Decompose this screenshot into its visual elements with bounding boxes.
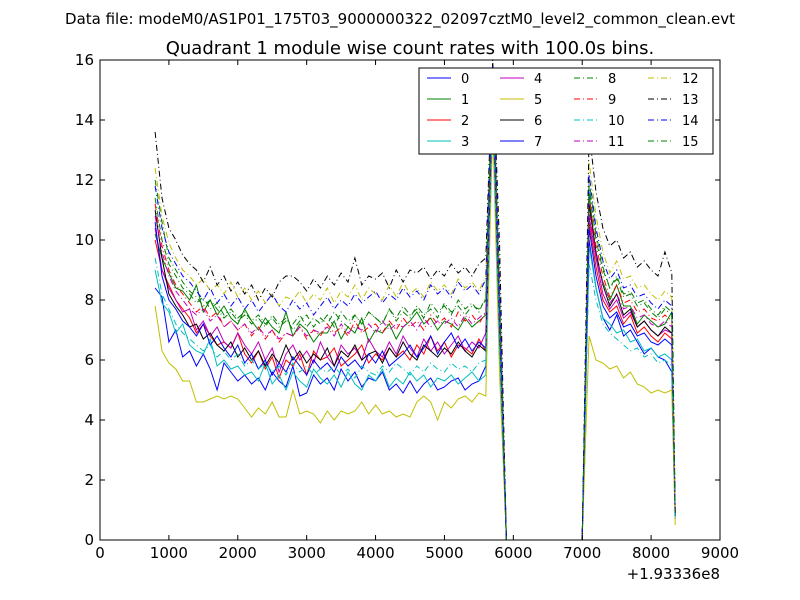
y-tick-label: 8 bbox=[84, 291, 94, 309]
legend-label-7: 7 bbox=[534, 135, 542, 150]
y-tick-label: 0 bbox=[84, 531, 94, 549]
series-line-2 bbox=[154, 89, 676, 541]
x-tick-label: 2000 bbox=[219, 544, 257, 562]
legend-label-2: 2 bbox=[461, 114, 469, 129]
legend-frame bbox=[418, 67, 714, 155]
legend-label-8: 8 bbox=[608, 72, 616, 87]
chart-title: Quadrant 1 module wise count rates with … bbox=[166, 38, 655, 59]
data-file-title: Data file: modeM0/AS1P01_175T03_90000003… bbox=[65, 10, 735, 29]
axis-ticks: 0 1000 2000 3000 4000 5000 6000 7000 8000 9000 0 2 4… bbox=[75, 51, 739, 562]
x-tick-label: 9000 bbox=[701, 544, 739, 562]
series-lines bbox=[154, 59, 676, 541]
x-tick-label: 3000 bbox=[288, 544, 326, 562]
series-line-14 bbox=[154, 65, 676, 541]
series-line-3 bbox=[154, 107, 676, 541]
legend-label-4: 4 bbox=[534, 72, 542, 87]
y-tick-label: 14 bbox=[75, 111, 94, 129]
legend-label-3: 3 bbox=[461, 135, 469, 150]
y-tick-label: 6 bbox=[84, 351, 94, 369]
series-line-12 bbox=[154, 59, 676, 541]
y-tick-label: 4 bbox=[84, 411, 94, 429]
series-line-1 bbox=[154, 74, 676, 541]
legend-label-6: 6 bbox=[534, 114, 542, 129]
series-line-8 bbox=[154, 65, 676, 541]
x-tick-label: 6000 bbox=[494, 544, 532, 562]
legend-label-9: 9 bbox=[608, 93, 616, 108]
legend-label-13: 13 bbox=[682, 93, 699, 108]
x-tick-label: 5000 bbox=[425, 544, 463, 562]
series-line-7 bbox=[154, 95, 676, 541]
legend-label-0: 0 bbox=[461, 72, 469, 87]
series-line-0 bbox=[154, 119, 676, 541]
series-line-10 bbox=[154, 101, 676, 541]
y-tick-label: 10 bbox=[75, 231, 94, 249]
legend-label-5: 5 bbox=[534, 93, 542, 108]
y-tick-label: 12 bbox=[75, 171, 94, 189]
series-line-11 bbox=[154, 77, 676, 541]
series-line-6 bbox=[154, 80, 676, 541]
legend-label-15: 15 bbox=[682, 135, 699, 150]
series-line-5 bbox=[154, 125, 676, 541]
series-line-15 bbox=[154, 71, 676, 541]
x-tick-label: 1000 bbox=[150, 544, 188, 562]
x-tick-label: 4000 bbox=[356, 544, 394, 562]
legend-label-10: 10 bbox=[608, 114, 625, 129]
y-tick-label: 2 bbox=[84, 471, 94, 489]
x-tick-label: 8000 bbox=[632, 544, 670, 562]
y-tick-label: 16 bbox=[75, 51, 94, 69]
legend-label-14: 14 bbox=[682, 114, 699, 129]
legend-label-11: 11 bbox=[608, 135, 625, 150]
x-offset-label: +1.93336e8 bbox=[627, 565, 720, 583]
legend-label-12: 12 bbox=[682, 72, 699, 87]
x-tick-label: 0 bbox=[95, 544, 105, 562]
x-tick-label: 7000 bbox=[563, 544, 601, 562]
legend-label-1: 1 bbox=[461, 93, 469, 108]
